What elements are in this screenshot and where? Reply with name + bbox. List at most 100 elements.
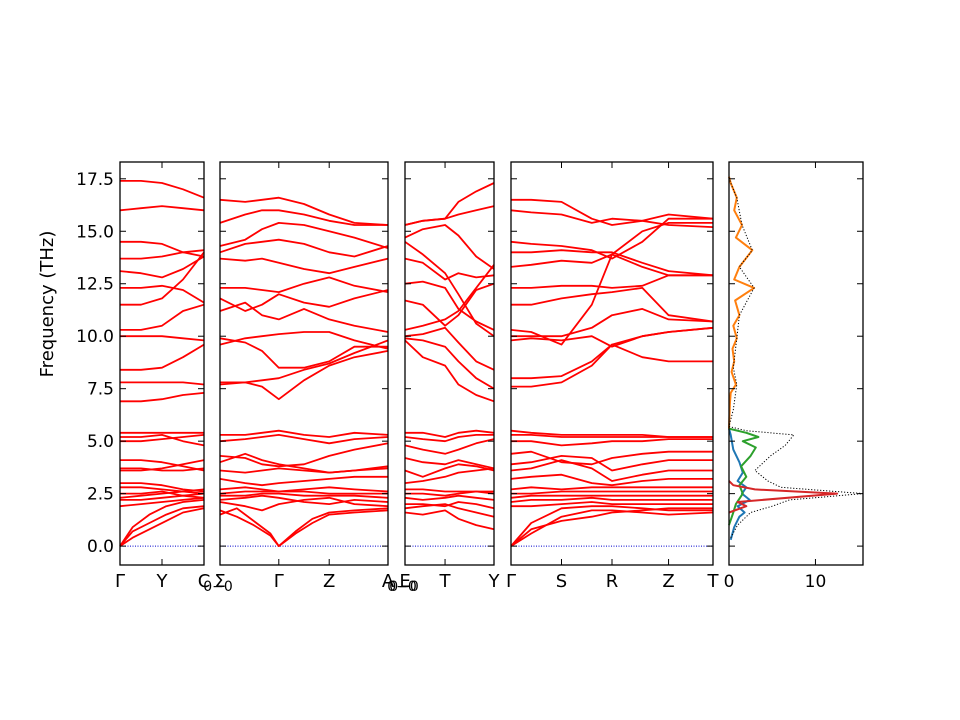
phonon-band — [219, 196, 389, 226]
phonon-band — [404, 509, 495, 531]
y-tick-label: 12.5 — [76, 275, 114, 295]
phonon-band — [119, 255, 205, 279]
y-axis-label: Frequency (THz) — [37, 231, 58, 378]
phonon-band — [510, 509, 714, 547]
phonon-band — [511, 249, 714, 277]
phonon-band — [219, 222, 389, 249]
panel-frame — [404, 161, 495, 566]
phonon-band — [219, 494, 389, 505]
y-tick-label: 15.0 — [76, 222, 114, 242]
phonon-band — [510, 486, 713, 491]
phonon-band — [511, 287, 714, 323]
phonon-band — [120, 467, 205, 472]
phonon-band — [404, 494, 495, 501]
high-symmetry-point-label: T — [707, 571, 720, 592]
phonon-band — [404, 503, 495, 518]
phonon-band — [219, 289, 389, 312]
phonon-band — [219, 475, 388, 487]
dos-x-tick-label: 0 — [724, 572, 735, 592]
phonon-band — [120, 249, 205, 260]
high-symmetry-point-label: Γ — [274, 571, 284, 592]
phonon-band — [219, 442, 389, 468]
phonon-band — [120, 392, 205, 403]
phonon-band — [404, 326, 495, 371]
phonon-band — [120, 434, 205, 443]
total-dos-curve — [728, 176, 864, 538]
phonon-band — [405, 429, 495, 438]
phonon-band — [219, 350, 389, 401]
high-symmetry-point-label: Γ — [115, 571, 125, 592]
phonon-band — [404, 241, 495, 337]
phonon-band — [219, 434, 389, 445]
high-symmetry-point-label: C — [198, 571, 211, 592]
phonon-band — [510, 496, 713, 503]
phonon-band — [404, 463, 495, 478]
phonon-band — [220, 276, 389, 293]
phonon-band — [511, 438, 713, 447]
phonon-band — [220, 429, 389, 438]
phonon-band — [120, 343, 205, 371]
phonon-band — [120, 303, 205, 331]
phonon-band — [510, 505, 713, 547]
phonon-band — [510, 459, 713, 482]
phonon-band — [219, 490, 388, 495]
high-symmetry-point-label: T — [439, 571, 452, 592]
phonon-band — [219, 331, 389, 350]
phonon-band — [510, 494, 713, 499]
phonon-band — [510, 217, 713, 260]
dos-panel-frame — [728, 161, 864, 566]
phonon-band — [511, 343, 713, 388]
phonon-band — [219, 301, 389, 333]
phonon-band — [404, 457, 495, 470]
phonon-band — [510, 222, 713, 346]
phonon-band — [404, 280, 495, 331]
phonon-band — [120, 459, 205, 472]
phonon-band — [120, 381, 205, 386]
high-symmetry-point-label: Y — [488, 571, 501, 592]
phonon-band — [510, 507, 713, 547]
phonon-band — [220, 339, 389, 384]
high-symmetry-point-label: Z — [662, 571, 674, 592]
phonon-band — [120, 486, 205, 495]
phonon-band — [119, 205, 205, 212]
phonon-band — [219, 496, 389, 512]
phonon-band — [120, 335, 205, 342]
phonon-band — [120, 459, 205, 472]
phonon-band — [404, 438, 495, 455]
phonon-band — [119, 505, 205, 547]
phonon-band — [404, 257, 495, 281]
y-tick-label: 2.5 — [87, 485, 114, 505]
high-symmetry-point-label: R — [606, 571, 619, 592]
phonon-band — [404, 182, 495, 226]
phonon-band — [404, 224, 495, 270]
phonon-band — [404, 264, 495, 331]
phonon-band — [405, 501, 495, 510]
phonon-band — [220, 492, 389, 499]
phonon-band — [219, 337, 388, 369]
panel-frame — [219, 161, 389, 566]
phonon-band — [219, 257, 389, 275]
phonon-band — [511, 274, 713, 289]
break-label-subscript: 0−0 — [389, 579, 419, 595]
dos-panel: 0 10 — [724, 161, 864, 592]
projected-dos-curve — [728, 176, 756, 429]
phonon-band — [120, 251, 205, 306]
phonon-band — [120, 180, 205, 199]
phonon-band — [219, 452, 389, 474]
plot-layer: Γ Y C0.02.55.07.510.012.515.017.5Σ Γ Z A E T Y Γ S… — [76, 161, 864, 595]
phonon-band — [120, 492, 205, 501]
phonon-band — [405, 488, 494, 493]
phonon-band — [219, 507, 389, 547]
y-tick-label: 17.5 — [76, 170, 114, 190]
y-tick-label: 0.0 — [87, 537, 114, 557]
phonon-band — [404, 282, 495, 327]
phonon-band — [404, 467, 495, 484]
projected-dos-curve — [728, 427, 760, 526]
high-symmetry-point-label: Z — [323, 571, 335, 592]
high-symmetry-point-label: Γ — [506, 571, 516, 592]
